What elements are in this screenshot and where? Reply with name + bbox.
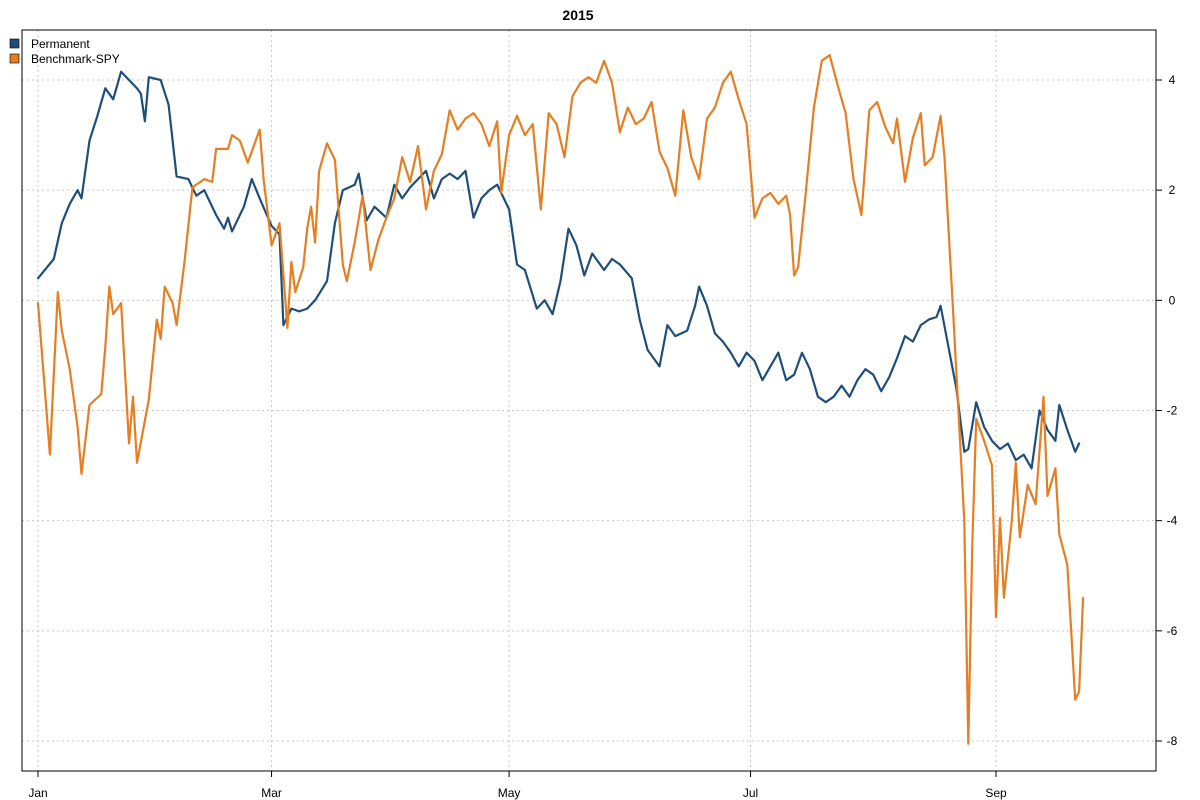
y-tick-label: -2 xyxy=(1167,404,1178,418)
x-tick-label: Mar xyxy=(261,786,282,800)
plot-frame xyxy=(21,29,1157,772)
chart-title: 2015 xyxy=(562,7,593,23)
legend-swatch-permanent xyxy=(9,38,20,49)
legend: Permanent Benchmark-SPY xyxy=(9,37,120,66)
series-lines xyxy=(36,54,1085,745)
legend-label-benchmark-spy: Benchmark-SPY xyxy=(31,52,120,66)
axes: Jan Mar May Jul Sep 4 2 0 -2 -4 -6 -8 xyxy=(28,73,1177,800)
x-tick-label: Sep xyxy=(985,786,1007,800)
legend-label-permanent: Permanent xyxy=(31,37,90,51)
x-tick-label: Jul xyxy=(743,786,758,800)
y-tick-label: 0 xyxy=(1169,293,1176,307)
y-tick-label: -4 xyxy=(1167,514,1178,528)
legend-swatch-benchmark-spy xyxy=(9,53,20,64)
y-tick-label: 4 xyxy=(1169,73,1176,87)
y-tick-label: 2 xyxy=(1169,183,1176,197)
grid xyxy=(22,30,1156,771)
x-tick-label: May xyxy=(498,786,521,800)
series-line-benchmark-spy xyxy=(36,54,1085,745)
y-tick-label: -6 xyxy=(1167,624,1178,638)
x-tick-label: Jan xyxy=(28,786,47,800)
series-line-permanent xyxy=(36,70,1081,470)
y-tick-label: -8 xyxy=(1167,734,1178,748)
